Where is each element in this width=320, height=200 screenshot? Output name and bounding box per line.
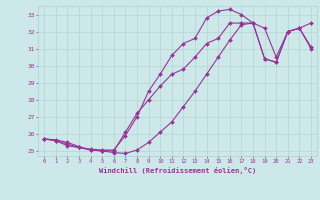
X-axis label: Windchill (Refroidissement éolien,°C): Windchill (Refroidissement éolien,°C) <box>99 167 256 174</box>
